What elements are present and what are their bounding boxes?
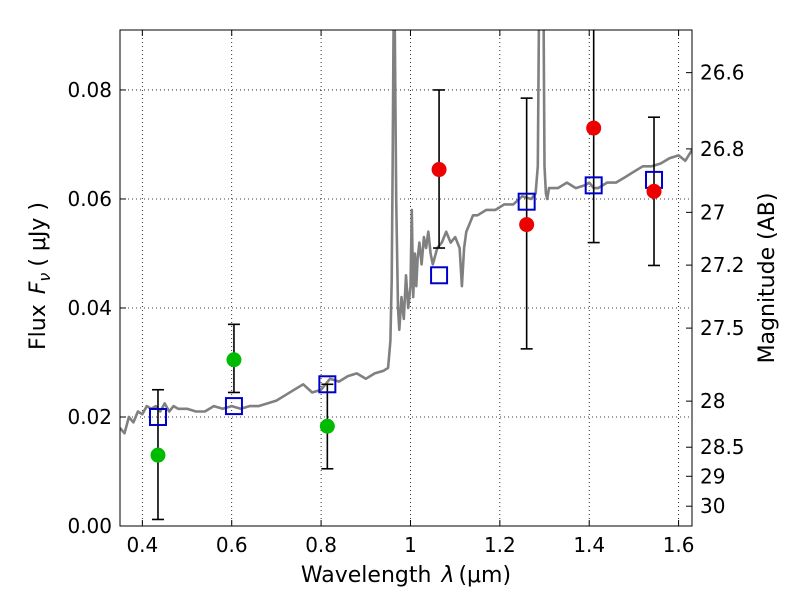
x-tick-label: 0.6 — [216, 533, 248, 557]
x-tick-label: 0.4 — [126, 533, 158, 557]
mag-tick-label: 30 — [700, 494, 725, 518]
y-tick-label: 0.02 — [67, 405, 112, 429]
x-tick-label: 1.2 — [484, 533, 516, 557]
y-tick-label: 0.00 — [67, 514, 112, 538]
template-spectrum-group — [120, 30, 692, 435]
observed-point-circle — [150, 447, 166, 463]
y-tick-label: 0.06 — [67, 187, 112, 211]
observed-point-circle — [319, 418, 335, 434]
model-point-square — [430, 266, 449, 285]
y-axis-label: FluxFν( μJy ) — [26, 202, 54, 350]
data-marks — [148, 30, 664, 521]
mag-tick-label: 27 — [700, 200, 725, 224]
x-tick-label: 0.8 — [305, 533, 337, 557]
observed-point-circle — [226, 352, 242, 368]
mag-tick-label: 26.8 — [700, 137, 745, 161]
mag-tick-label: 27.2 — [700, 253, 745, 277]
observed-point-circle — [646, 183, 662, 199]
model-point-square — [148, 407, 167, 426]
mag-tick-label: 28.5 — [700, 435, 745, 459]
x-axis-label: Wavelength λ (μm) — [301, 563, 511, 588]
mag-tick-label: 27.5 — [700, 316, 745, 340]
model-point-square — [584, 176, 603, 195]
y-tick-label: 0.08 — [67, 78, 112, 102]
plot-frame — [119, 29, 693, 527]
y-tick-label: 0.04 — [67, 296, 112, 320]
observed-point-circle — [586, 120, 602, 136]
template-spectrum-line — [120, 30, 692, 435]
observed-point-circle — [519, 217, 535, 233]
x-tick-label: 1 — [404, 533, 417, 557]
mag-tick-label: 28 — [700, 389, 725, 413]
model-point-square — [517, 192, 536, 211]
model-point-square — [318, 375, 337, 394]
x-tick-label: 1.4 — [573, 533, 605, 557]
observed-point-circle — [431, 162, 447, 178]
mag-tick-label: 26.6 — [700, 61, 745, 85]
axes-ticks: 0.4 0.6 0.8 1 1.2 1.4 1.6 0.00 0.02 0.04 0.06 0.08 2… — [67, 30, 745, 557]
x-tick-label: 1.6 — [663, 533, 695, 557]
y2-axis-label: Magnitude (AB) — [755, 193, 780, 364]
mag-tick-label: 29 — [700, 464, 725, 488]
model-point-square — [224, 397, 243, 416]
